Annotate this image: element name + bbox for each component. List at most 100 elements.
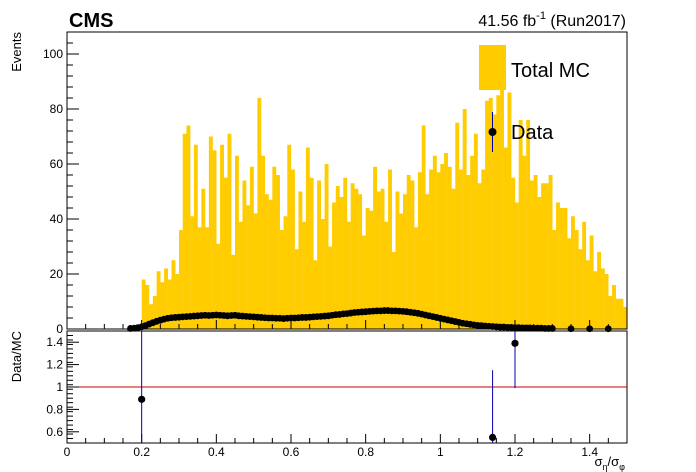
mc-bar: [556, 202, 560, 329]
mc-bar: [179, 230, 183, 329]
main-y-tick-label: 20: [50, 267, 64, 281]
mc-bar: [567, 238, 572, 329]
x-title-eta: η: [603, 462, 608, 472]
mc-bar: [529, 180, 534, 329]
mc-bar: [507, 92, 512, 329]
mc-bar: [623, 307, 628, 329]
mc-bar: [384, 221, 389, 329]
mc-bar: [193, 144, 198, 329]
mc-bar: [548, 175, 553, 329]
mc-bar: [249, 166, 254, 329]
ratio-y-tick-label: 0.6: [46, 425, 63, 439]
mc-bar: [515, 202, 519, 329]
mc-bar: [533, 175, 538, 329]
mc-bar: [563, 208, 568, 329]
mc-bar: [500, 54, 504, 329]
mc-bar: [231, 254, 236, 329]
mc-bar: [201, 188, 206, 329]
mc-bar: [350, 183, 355, 329]
mc-bar: [380, 188, 385, 329]
mc-bar: [432, 155, 437, 329]
legend-data-marker: [488, 128, 497, 136]
mc-bar: [410, 180, 415, 329]
mc-bar: [171, 260, 176, 329]
ratio-y-tick-label: 1: [56, 380, 63, 394]
mc-bar: [227, 133, 232, 329]
mc-bar: [276, 175, 280, 329]
main-y-tick-label: 80: [50, 102, 64, 116]
mc-bar: [485, 100, 490, 329]
mc-bar: [339, 197, 344, 329]
mc-bar: [429, 169, 434, 329]
mc-bar: [492, 114, 497, 329]
mc-bar: [205, 227, 210, 329]
mc-bar: [149, 304, 154, 329]
main-plot: 0 20 40 60 80 100: [43, 31, 628, 336]
mc-bar: [354, 188, 359, 329]
mc-bar: [481, 169, 486, 329]
main-y-axis-title: Events: [9, 32, 24, 72]
mc-bar: [462, 109, 467, 329]
mc-bar: [511, 177, 516, 329]
mc-bar: [257, 98, 262, 329]
mc-bar: [526, 120, 531, 329]
mc-bar: [459, 169, 463, 329]
mc-bar: [455, 122, 460, 329]
mc-bar: [619, 298, 624, 329]
mc-bar: [403, 194, 407, 329]
mc-bar: [246, 205, 251, 329]
ratio-plot: 0.6 0.8 1 1.2 1.4 0 0.2 0.4 0.6 0.8 1 1.2 1.4: [46, 330, 628, 459]
mc-bar: [582, 221, 587, 329]
lumi-value: 41.56 fb: [478, 13, 536, 30]
x-tick-label: 0: [64, 445, 71, 459]
mc-bar: [253, 213, 258, 329]
legend-mc-swatch: [479, 45, 506, 90]
mc-bar: [473, 133, 478, 329]
legend-mc-label: Total MC: [511, 60, 590, 82]
mc-bar: [597, 252, 602, 329]
mc-bar: [537, 197, 542, 329]
x-axis-title: ση/σφ: [594, 454, 625, 472]
mc-bar: [361, 235, 366, 329]
mc-bar: [283, 216, 288, 329]
mc-bar: [156, 271, 161, 329]
x-tick-label: 0.4: [208, 445, 225, 459]
mc-bar: [615, 298, 620, 329]
mc-bar: [328, 246, 333, 329]
mc-bar: [305, 147, 310, 329]
mc-bar: [571, 216, 575, 329]
mc-bar: [585, 260, 590, 329]
mc-bar: [608, 296, 613, 329]
x-title-slash: /σ: [608, 454, 620, 469]
mc-bar: [223, 177, 228, 329]
mc-bar: [447, 166, 452, 329]
mc-bar: [593, 271, 598, 329]
mc-bar: [268, 199, 273, 329]
mc-bar: [444, 153, 448, 329]
mc-bar: [238, 221, 243, 329]
mc-bar: [302, 221, 307, 329]
mc-bar: [242, 180, 247, 329]
mc-bar: [272, 166, 277, 329]
mc-bar: [358, 194, 363, 329]
mc-bar: [574, 230, 579, 329]
mc-bar: [320, 219, 325, 329]
lumi-run: (Run2017): [546, 13, 626, 30]
ratio-point: [489, 433, 497, 441]
mc-bar: [175, 274, 180, 329]
mc-bar: [313, 260, 318, 329]
mc-bar: [324, 164, 329, 329]
mc-bar: [503, 147, 508, 329]
mc-bar: [544, 183, 549, 329]
mc-bar: [395, 191, 400, 329]
x-tick-label: 1: [437, 445, 444, 459]
mc-bar: [589, 235, 594, 329]
mc-bar: [391, 252, 396, 329]
ratio-y-tick-label: 1.4: [46, 335, 63, 349]
mc-bar: [522, 155, 527, 329]
x-tick-label: 0.2: [133, 445, 150, 459]
lumi-exponent: -1: [536, 10, 546, 22]
mc-bar: [190, 216, 195, 329]
mc-bar: [212, 150, 217, 329]
